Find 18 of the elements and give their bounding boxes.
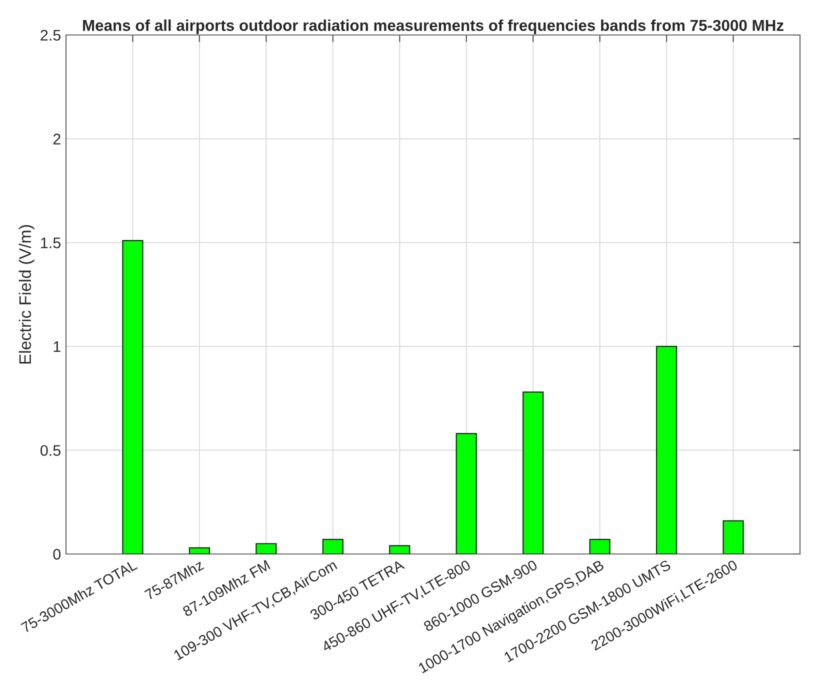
y-tick-label: 2 — [53, 134, 60, 144]
y-tick-label: 0 — [53, 548, 61, 560]
y-axis-title: Electric Field (V/m) — [18, 225, 34, 364]
bar — [456, 433, 477, 554]
y-tick-label: 2.5 — [40, 30, 60, 41]
chart-title: Means of all airports outdoor radiation measurements of frequencies bands from 75-3000 MHz — [83, 19, 784, 34]
y-tick-label: 1.5 — [41, 238, 60, 248]
y-tick-label: 1 — [54, 341, 60, 352]
bar — [589, 538, 610, 554]
bar — [656, 346, 678, 554]
bar — [322, 538, 344, 554]
bar — [256, 543, 277, 554]
bar — [122, 240, 144, 554]
bar — [188, 547, 210, 554]
bar — [389, 545, 410, 554]
y-tick-label: 0.5 — [40, 445, 60, 456]
bar — [522, 392, 544, 554]
bar — [722, 520, 744, 554]
